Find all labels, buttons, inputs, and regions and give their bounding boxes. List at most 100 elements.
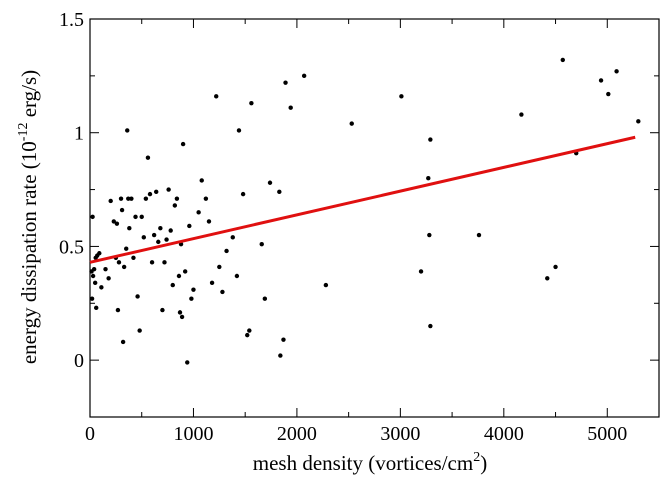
data-point (108, 198, 113, 204)
data-point (99, 285, 104, 290)
y-tick-label: 0.5 (59, 236, 84, 258)
y-axis-label: energy dissipation rate (10-12 erg/s) (16, 70, 41, 364)
data-point (606, 91, 611, 97)
data-point (154, 189, 159, 195)
data-point (170, 282, 175, 288)
data-point (180, 141, 186, 147)
data-point (111, 219, 116, 224)
data-point (147, 191, 153, 197)
data-point (399, 94, 404, 99)
data-point (92, 280, 98, 286)
data-point (103, 266, 108, 272)
data-point (149, 260, 155, 265)
data-point (164, 237, 169, 242)
data-point (151, 232, 157, 238)
data-point (137, 328, 142, 333)
data-point (199, 178, 204, 183)
data-point (323, 282, 329, 288)
fit-line (89, 135, 636, 264)
data-point (636, 119, 641, 124)
data-point (259, 241, 264, 247)
data-point (240, 191, 246, 197)
data-point (236, 128, 242, 133)
x-tick-label: 4000 (484, 423, 524, 445)
data-point (428, 323, 433, 329)
data-point (129, 196, 134, 201)
data-point (160, 307, 165, 313)
data-point (174, 196, 180, 201)
y-tick-label: 1 (74, 123, 84, 145)
x-tick-label: 1000 (173, 423, 213, 445)
data-point (553, 264, 558, 270)
data-point (114, 221, 120, 226)
data-point (166, 187, 171, 192)
data-point (145, 155, 151, 160)
x-axis-label: mesh density (vortices/cm2) (253, 450, 487, 475)
data-point (426, 176, 431, 181)
x-tick-label: 0 (85, 423, 95, 445)
data-point (116, 260, 122, 265)
data-point (143, 196, 149, 201)
plot-frame (89, 18, 660, 418)
x-tick-label: 5000 (587, 423, 627, 445)
data-point (139, 214, 144, 220)
data-point (277, 189, 282, 195)
data-point (91, 266, 97, 272)
data-point (125, 128, 130, 133)
data-point (168, 228, 173, 233)
data-point (115, 307, 121, 313)
data-point (179, 314, 185, 320)
y-tick-label: 0 (74, 350, 84, 372)
data-point (206, 219, 212, 224)
data-point (141, 235, 146, 240)
data-point (172, 203, 178, 208)
x-tick-label: 2000 (277, 423, 317, 445)
data-point (247, 328, 252, 333)
data-point (124, 246, 129, 251)
data-point (476, 232, 482, 238)
data-point (90, 214, 95, 220)
data-point (288, 105, 293, 110)
data-point (127, 226, 132, 231)
data-point (106, 276, 111, 281)
data-point (428, 137, 433, 142)
data-point (185, 360, 190, 365)
data-point (281, 337, 286, 342)
data-point (187, 223, 192, 229)
data-point (230, 235, 235, 240)
data-point (278, 353, 283, 358)
data-point (120, 339, 126, 345)
data-point (545, 276, 550, 281)
data-point (177, 310, 183, 315)
data-point (217, 264, 222, 270)
data-point (182, 269, 188, 274)
data-point (133, 214, 138, 220)
data-point (118, 196, 124, 201)
data-point (156, 239, 161, 245)
axis-ticks: 0 1000 2000 3000 4000 5000 0 0.5 1 1.5 (59, 9, 659, 445)
data-point (560, 57, 565, 63)
data-point (418, 269, 424, 274)
data-point (162, 260, 167, 265)
data-point (234, 273, 240, 279)
data-point (519, 112, 524, 117)
data-point (121, 264, 127, 270)
data-point (214, 94, 219, 99)
data-point (349, 121, 354, 126)
data-point (189, 296, 194, 301)
data-point (283, 80, 288, 85)
data-point (203, 196, 209, 201)
data-points (89, 57, 641, 365)
data-point (90, 273, 96, 279)
data-point (598, 78, 604, 83)
data-point (224, 248, 229, 254)
data-point (89, 296, 95, 301)
data-point (176, 273, 182, 279)
y-tick-label: 1.5 (59, 9, 84, 31)
data-point (220, 289, 225, 295)
data-point (614, 69, 619, 74)
data-point (191, 287, 196, 292)
data-point (245, 332, 250, 338)
data-point (94, 305, 99, 311)
